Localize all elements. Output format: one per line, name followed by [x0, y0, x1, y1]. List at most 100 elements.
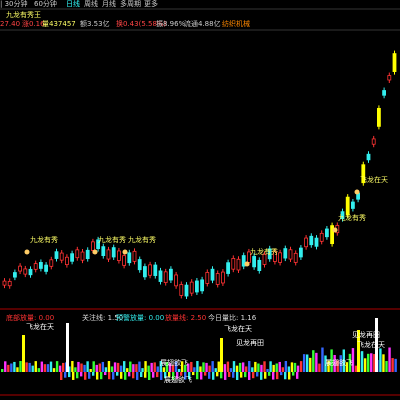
quote-field: 换0.43(5.58%) — [116, 19, 167, 28]
volume-neg — [84, 372, 87, 380]
volume-neg — [136, 372, 139, 380]
candle-body — [44, 264, 48, 272]
volume-neg — [256, 372, 259, 377]
volume-bar — [31, 365, 34, 372]
volume-bar — [302, 354, 306, 372]
candle-body — [226, 262, 231, 274]
volume-bar — [254, 361, 257, 372]
volume-bar — [208, 365, 211, 372]
volume-bar — [211, 361, 214, 372]
toolbar-tab[interactable]: 日线 — [66, 0, 80, 8]
volume-bar — [147, 365, 150, 372]
candle-body — [158, 270, 163, 282]
volume-neg — [264, 372, 267, 379]
volume-bar — [168, 363, 172, 372]
volume-bar — [52, 368, 56, 372]
volume-bar — [1, 369, 4, 372]
volume-bar — [199, 366, 202, 372]
volume-neg — [240, 372, 243, 378]
volume-bar — [171, 364, 175, 372]
signal-icon — [92, 249, 98, 255]
signal-icon — [332, 227, 338, 233]
volume-bar — [293, 362, 297, 372]
candle-body — [361, 164, 366, 184]
toolbar-tab[interactable]: | 30分钟 — [0, 0, 28, 8]
volume-neg — [148, 372, 151, 380]
volume-bar — [187, 363, 190, 372]
volume-bar — [68, 366, 71, 372]
indicator-annotation: 飞龙在天 — [357, 340, 385, 349]
candle-body — [392, 53, 397, 72]
volume-bar — [46, 364, 50, 372]
volume-bar — [339, 355, 342, 372]
volume-neg — [220, 372, 223, 379]
volume-bar — [116, 362, 120, 372]
candle-body — [324, 228, 329, 238]
toolbar-tab[interactable]: 多周期 — [120, 0, 141, 8]
quote-field: 量437457 — [42, 20, 76, 28]
volume-neg — [96, 372, 99, 380]
volume-neg — [160, 372, 163, 380]
volume-neg — [60, 372, 63, 380]
indicator-annotation: 展翅欲飞 — [325, 358, 353, 367]
candle-body — [163, 271, 168, 283]
candle-body — [18, 265, 23, 272]
volume-neg — [112, 372, 115, 380]
candle-body — [101, 246, 106, 257]
candle-body — [314, 237, 319, 247]
volume-neg — [236, 372, 239, 380]
candle-body — [330, 225, 335, 245]
volume-bar — [229, 368, 233, 372]
toolbar-tab[interactable]: 更多 — [144, 0, 158, 8]
volume-bar — [184, 364, 187, 372]
toolbar-tab[interactable]: 周线 — [84, 0, 98, 8]
candle-body — [2, 280, 7, 286]
volume-bar — [266, 368, 269, 372]
indicator-field: 底部放量: 0.00 — [6, 313, 54, 322]
volume-bar — [43, 364, 47, 372]
volume-neg — [296, 372, 299, 379]
volume-neg — [188, 372, 191, 380]
candle-body — [148, 264, 153, 276]
volume-neg — [232, 372, 235, 378]
volume-bar — [165, 361, 169, 372]
candle-body — [127, 252, 132, 264]
volume-bar — [101, 361, 105, 372]
volume-neg — [268, 372, 271, 376]
candle-body — [236, 258, 241, 271]
volume-bar — [363, 358, 367, 372]
volume-bar — [238, 362, 242, 372]
volume-bar — [205, 362, 208, 372]
volume-bar — [385, 360, 388, 372]
quote-field: 27.40 — [0, 20, 20, 28]
candle-body — [174, 274, 179, 287]
volume-neg — [272, 372, 275, 380]
volume-bar — [260, 364, 263, 372]
indicator-field: 放量线: 2.50 — [165, 313, 206, 322]
toolbar-tab[interactable]: 60分钟 — [34, 0, 57, 8]
volume-bar — [150, 362, 153, 372]
candle-body — [80, 251, 85, 261]
candle-body — [309, 235, 314, 246]
volume-bar — [226, 361, 230, 372]
volume-bar — [119, 365, 123, 372]
volume-neg — [172, 372, 175, 380]
volume-bar — [37, 368, 40, 372]
volume-neg — [280, 372, 283, 376]
toolbar-tab[interactable]: 月线 — [102, 0, 116, 8]
volume-bar — [272, 364, 275, 372]
volume-bar — [144, 361, 147, 372]
volume-bar — [98, 363, 101, 372]
signal-label: 九龙有秀 — [128, 235, 156, 244]
volume-neg — [176, 372, 179, 379]
volume-bar — [315, 352, 318, 372]
volume-bar — [58, 365, 62, 372]
candle-body — [70, 253, 74, 262]
volume-bar — [129, 361, 132, 372]
volume-bar — [138, 361, 141, 372]
candle-body — [371, 138, 376, 145]
volume-bar — [275, 363, 278, 372]
candle-body — [12, 272, 17, 278]
volume-bar — [235, 365, 239, 372]
